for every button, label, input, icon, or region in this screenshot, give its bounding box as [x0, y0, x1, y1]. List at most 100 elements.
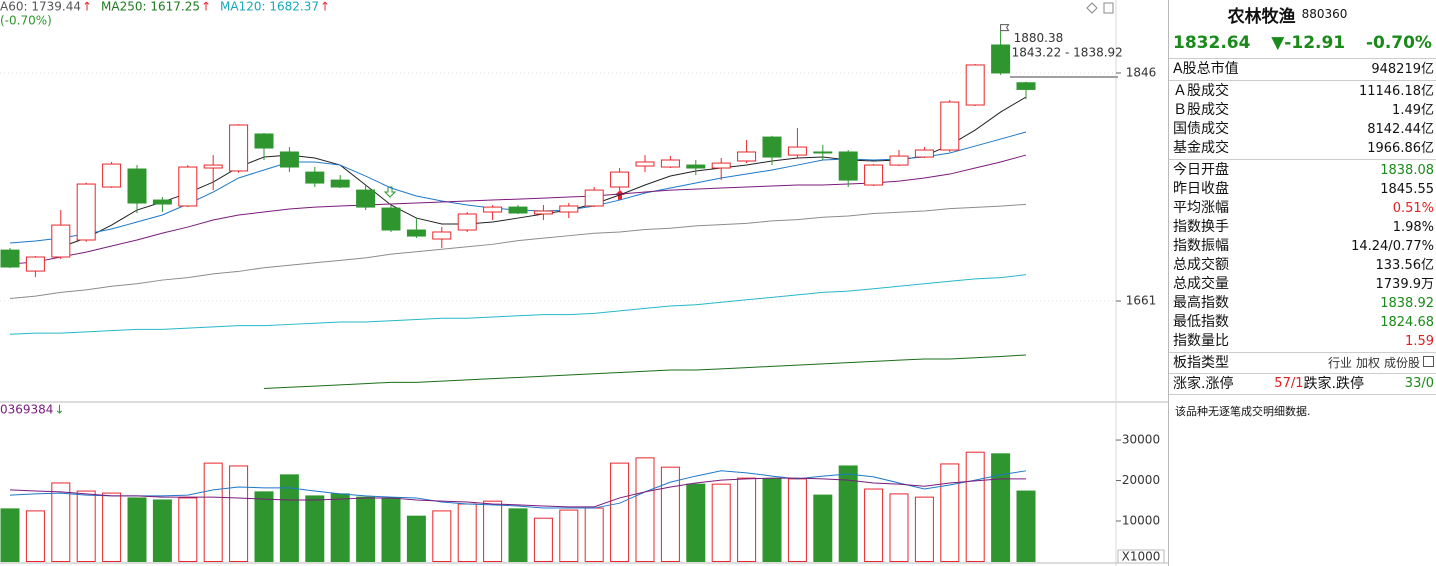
stat-label: 总成交量	[1173, 276, 1229, 292]
index-type-item: 加权	[1355, 356, 1380, 370]
volume-bar	[0, 508, 20, 562]
row-group: Ａ股成交 11146.18亿 Ｂ股成交 1.49亿 国债成交 8142.44亿 基金成交 19…	[1169, 81, 1436, 160]
ma-line	[9, 274, 1027, 335]
volume-bar	[635, 457, 655, 563]
stat-row: 昨日收盘 1845.55	[1169, 180, 1436, 199]
volume-bar	[965, 451, 985, 563]
stat-label: 昨日收盘	[1173, 181, 1229, 197]
note: 该品种无逐笔成交明细数据.	[1175, 405, 1311, 418]
stat-value: 11146.18亿	[1358, 84, 1434, 99]
y-tick-label: 1661	[1126, 294, 1157, 308]
candle-body	[584, 189, 604, 207]
volume-bar	[127, 497, 147, 562]
volume-bar	[483, 500, 503, 562]
stat-value: 1966.86亿	[1367, 141, 1434, 156]
volume-header-arrow: ↓	[54, 403, 64, 417]
subheader: (-0.70%)	[0, 14, 52, 28]
volume-bar	[152, 499, 172, 562]
volume-bar	[991, 453, 1011, 563]
stat-value: 1.98%	[1392, 220, 1434, 235]
row-group: 今日开盘 1838.08 昨日收盘 1845.55 平均涨幅 0.51% 指数换手 1.98%…	[1169, 160, 1436, 353]
candle-body	[838, 151, 858, 181]
candle-body	[406, 229, 426, 237]
candle-body	[813, 151, 833, 154]
volume-bar	[914, 496, 934, 563]
candle-body	[152, 199, 172, 205]
volume-bar	[305, 495, 325, 562]
volume-bar	[686, 483, 706, 563]
candle-body	[432, 231, 452, 240]
candle-body	[0, 249, 20, 268]
volume-bar	[533, 517, 553, 563]
stat-value: 8142.44亿	[1367, 122, 1434, 137]
ma-line	[9, 470, 1027, 509]
volume-bar	[432, 510, 452, 563]
candle-body	[25, 256, 45, 272]
volume-bar	[940, 463, 960, 562]
volume-bar	[610, 462, 630, 563]
ma-line	[263, 354, 1027, 390]
candle-body	[660, 159, 680, 168]
price: 1832.64	[1173, 33, 1251, 53]
volume-bar	[279, 474, 299, 562]
stat-value: 1.59	[1405, 334, 1434, 349]
volume-bar	[660, 466, 680, 562]
stat-label: Ａ股成交	[1173, 83, 1229, 99]
stat-row: 指数换手 1.98%	[1169, 218, 1436, 237]
ma-line	[9, 154, 1027, 265]
legend-arrow: ↑	[82, 0, 92, 14]
candle-body	[483, 206, 503, 213]
candle-body	[864, 164, 884, 186]
volume-bar	[508, 508, 528, 562]
stat-label: 今日开盘	[1173, 162, 1229, 178]
candle-body	[914, 149, 934, 158]
volume-bar	[737, 477, 757, 562]
volume-bar	[889, 493, 909, 562]
volume-bar	[406, 515, 426, 562]
volume-bar	[76, 490, 96, 562]
candle-body	[787, 146, 807, 156]
change: ▼-12.91	[1271, 33, 1346, 53]
candle-body	[737, 151, 757, 162]
legend-arrow: ↑	[201, 0, 211, 14]
stat-value: 14.24/0.77%	[1351, 239, 1434, 254]
title-code: 880360	[1301, 7, 1348, 21]
stat-label: 国债成交	[1173, 121, 1229, 137]
candle-body	[457, 213, 477, 231]
unit-label: X1000	[1122, 550, 1161, 564]
icon[interactable]	[1103, 2, 1114, 14]
volume-bar	[457, 503, 477, 563]
annotation: 1843.22 - 1838.92	[1012, 46, 1123, 60]
candle-body	[229, 124, 249, 172]
candle-body	[533, 210, 553, 215]
stat-value: 1739.9万	[1375, 277, 1435, 292]
index-type-icon	[1423, 356, 1434, 367]
stat-value: 1824.68	[1380, 315, 1434, 330]
candle-body	[127, 168, 147, 204]
breadth-value: 57/1	[1274, 376, 1304, 391]
unit-box	[1117, 549, 1165, 564]
stat-row: Ａ股成交 11146.18亿	[1169, 82, 1436, 101]
volume-header: 0369384	[0, 403, 53, 417]
volume-bar	[762, 478, 782, 563]
quote-panel: 农林牧渔 880360 1832.64 ▼-12.91 -0.70% A股总市值 94821…	[1168, 0, 1436, 566]
ma-line	[9, 477, 1026, 508]
stat-label: A股总市值	[1173, 61, 1239, 77]
icon[interactable]	[1086, 2, 1098, 14]
legend-arrow: ↑	[320, 0, 330, 14]
index-type-values: 行业 加权 成份股	[1324, 353, 1434, 373]
candle-body	[178, 166, 198, 207]
candle-body	[635, 161, 655, 167]
candle-body	[279, 151, 299, 168]
volume-bar	[711, 483, 731, 563]
candle-body	[76, 183, 96, 241]
candle-body	[508, 206, 528, 214]
stat-value: 1838.92	[1380, 296, 1434, 311]
stat-value: 133.56亿	[1375, 258, 1435, 273]
candle-body	[254, 133, 274, 149]
candle-body	[203, 164, 223, 169]
volume-bar	[838, 465, 858, 562]
stat-row: A股总市值 948219亿	[1169, 60, 1436, 79]
